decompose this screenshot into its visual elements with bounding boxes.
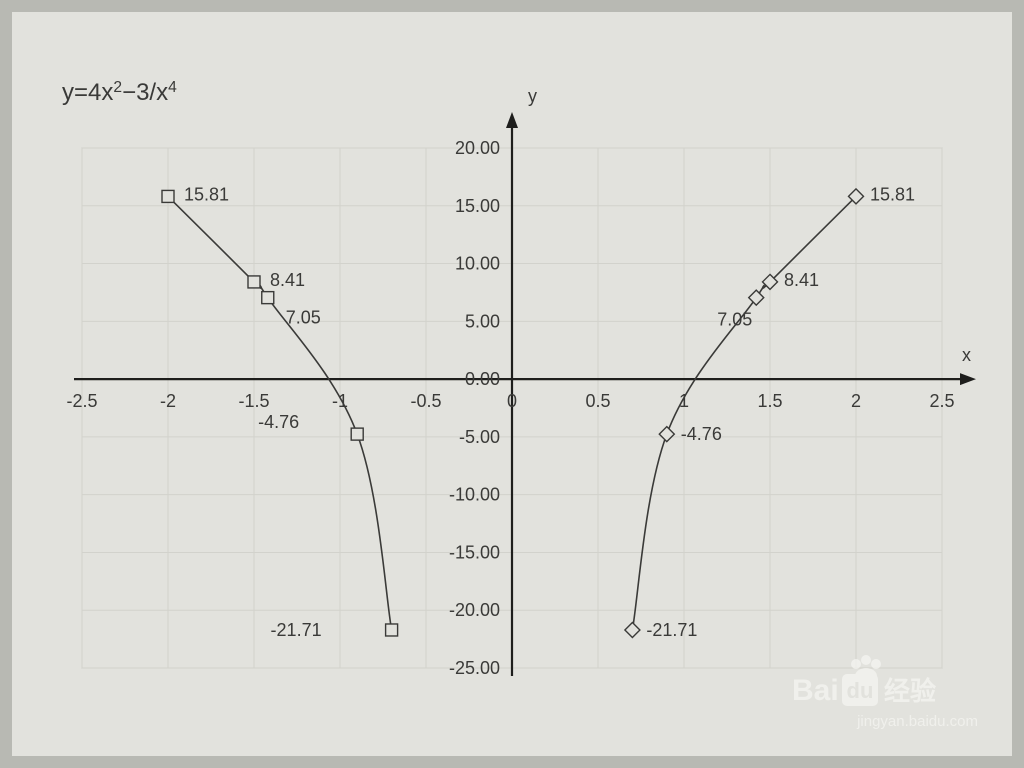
series-left-marker [162, 190, 174, 202]
y-tick-label: -10.00 [449, 485, 500, 505]
series-left-point-label: 7.05 [286, 308, 321, 328]
series-left-marker [262, 292, 274, 304]
y-tick-label: 0.00 [465, 369, 500, 389]
series-right-point-label: 8.41 [784, 270, 819, 290]
x-tick-label: 0 [507, 391, 517, 411]
x-tick-label: 0.5 [585, 391, 610, 411]
x-tick-label: -2 [160, 391, 176, 411]
series-right-point-label: 15.81 [870, 184, 915, 204]
x-tick-label: 2 [851, 391, 861, 411]
y-tick-label: -25.00 [449, 658, 500, 678]
series-left-marker [248, 276, 260, 288]
y-tick-label: 5.00 [465, 311, 500, 331]
y-tick-label: 15.00 [455, 196, 500, 216]
x-tick-label: -0.5 [410, 391, 441, 411]
watermark-suffix: 经验 [884, 676, 936, 706]
series-right-point-label: 7.05 [717, 310, 752, 330]
x-axis-label: x [962, 345, 971, 365]
series-left-point-label: -21.71 [271, 620, 322, 640]
y-tick-label: -20.00 [449, 600, 500, 620]
series-right-point-label: -4.76 [681, 424, 722, 444]
y-tick-label: 10.00 [455, 254, 500, 274]
y-tick-label: -5.00 [459, 427, 500, 447]
series-right-point-label: -21.71 [646, 620, 697, 640]
series-left-point-label: 8.41 [270, 270, 305, 290]
series-left-marker [351, 428, 363, 440]
y-tick-label: 20.00 [455, 138, 500, 158]
series-left-point-label: -4.76 [258, 412, 299, 432]
y-axis-label: y [528, 86, 537, 106]
x-tick-label: -1.5 [238, 391, 269, 411]
watermark-url: jingyan.baidu.com [856, 713, 978, 730]
watermark-brand: Bai [792, 674, 839, 707]
x-tick-label: 1.5 [757, 391, 782, 411]
x-tick-label: 1 [679, 391, 689, 411]
series-left-point-label: 15.81 [184, 184, 229, 204]
svg-text:du: du [847, 678, 874, 703]
y-tick-label: -15.00 [449, 542, 500, 562]
x-tick-label: 2.5 [929, 391, 954, 411]
x-tick-label: -2.5 [66, 391, 97, 411]
series-left-marker [386, 624, 398, 636]
